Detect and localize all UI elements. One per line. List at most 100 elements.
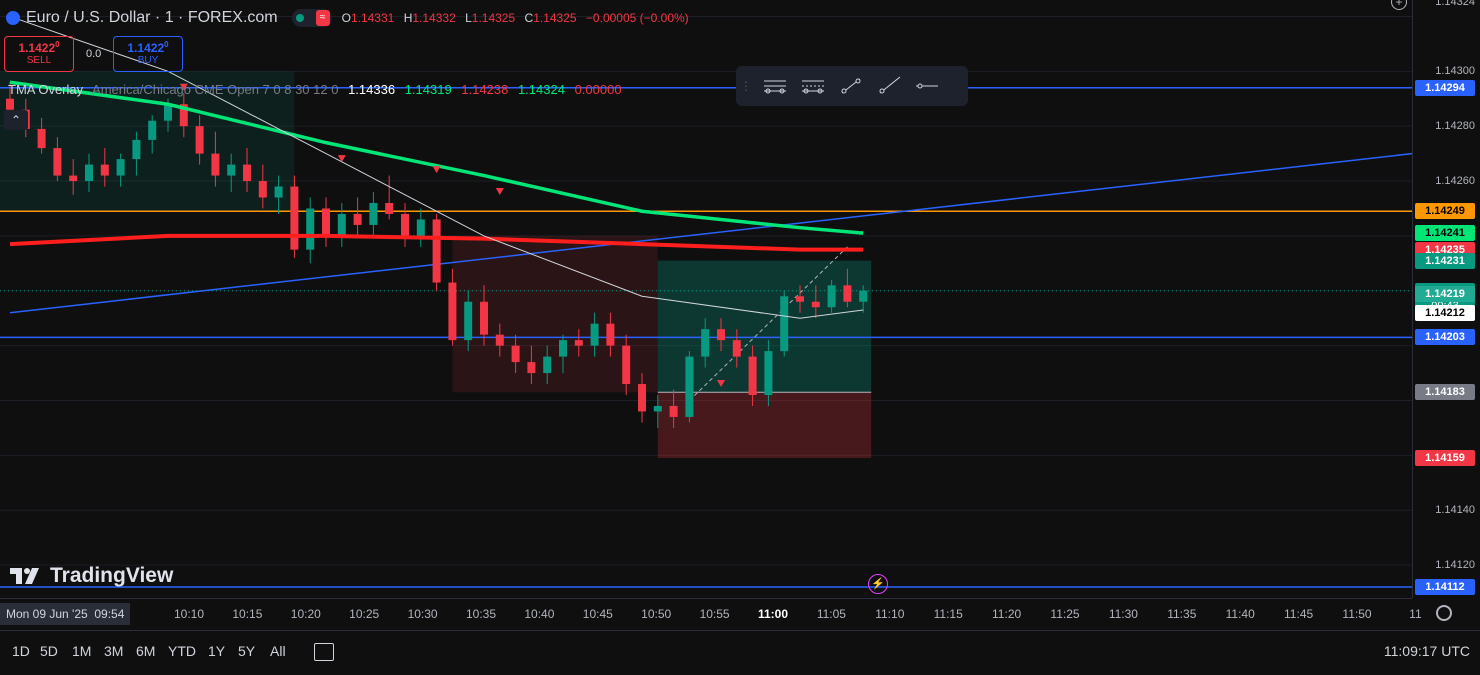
price-tag: 1.14159: [1415, 450, 1475, 467]
time-axis-label: 10:45: [582, 607, 613, 621]
candle-body: [85, 164, 93, 182]
market-status-icon[interactable]: ≈: [291, 9, 332, 27]
sell-signal-marker: [495, 188, 504, 196]
time-axis-label: 10:50: [641, 607, 672, 621]
candle-body: [385, 202, 394, 214]
candle-body: [653, 405, 662, 412]
symbol-title[interactable]: Euro / U.S. Dollar · 1 · FOREX.com: [26, 9, 278, 26]
candle-body: [416, 219, 425, 236]
candle-body: [116, 159, 125, 176]
sell-signal-marker: [432, 166, 441, 174]
candle-body: [732, 340, 741, 357]
candle-body: [369, 202, 378, 225]
candle-body: [685, 356, 694, 417]
ema-green-line: [9, 80, 864, 235]
candle-body: [274, 186, 283, 198]
candle-body: [100, 164, 109, 176]
candle-body: [590, 323, 599, 346]
candle-body: [669, 405, 678, 417]
candle-body: [480, 301, 488, 335]
sell-signal-marker: [717, 380, 725, 388]
drawing-toolbar: ⋮: [736, 66, 968, 106]
trend-line-tool-icon[interactable]: [832, 68, 870, 104]
candle-body: [748, 356, 757, 396]
horizontal-ray-tool-icon[interactable]: [756, 68, 794, 104]
tradingview-logo-icon: [10, 568, 39, 584]
ray-tool-icon[interactable]: [870, 68, 908, 104]
utc-clock[interactable]: 11:09:17 UTC: [1383, 643, 1470, 659]
candle-body: [53, 148, 62, 176]
indicator-name: TMA Overlay: [8, 82, 84, 97]
candle-body: [179, 104, 188, 127]
range-button-5y[interactable]: 5Y: [238, 643, 256, 659]
date-range-icon[interactable]: [314, 643, 334, 661]
range-button-1m[interactable]: 1M: [72, 643, 92, 659]
price-axis-tick: 1.14120: [1435, 559, 1475, 572]
candle-body: [243, 164, 251, 182]
candle-body: [69, 175, 78, 182]
collapse-legend-button[interactable]: ⌃: [4, 110, 28, 130]
time-axis-label: 10:30: [407, 607, 438, 621]
price-tag: 1.14112: [1415, 579, 1475, 596]
candle-body: [511, 345, 520, 363]
range-button-6m[interactable]: 6M: [136, 643, 156, 659]
chart-header: Euro / U.S. Dollar · 1 · FOREX.com ≈ O1.…: [0, 0, 695, 36]
price-tag: 1.14241: [1415, 225, 1475, 242]
indicator-legend[interactable]: TMA Overlay America/Chicago CME Open 7 0…: [8, 82, 622, 97]
candle-body: [211, 153, 220, 176]
time-axis-label: 10:15: [232, 607, 263, 621]
drag-handle-icon[interactable]: ⋮: [740, 79, 752, 93]
time-axis[interactable]: Mon 09 Jun '25 09:54 10:10 10:15 10:20 10:2…: [0, 598, 1452, 631]
candle-body: [717, 329, 725, 341]
candle-body: [527, 362, 536, 374]
range-button-1d[interactable]: 1D: [12, 643, 30, 659]
time-axis-label: 11:25: [1050, 607, 1080, 621]
candle-body: [780, 296, 789, 352]
price-tag: 1.14183: [1415, 384, 1475, 401]
chart-settings-icon[interactable]: [1436, 605, 1452, 621]
time-axis-label: 10:25: [349, 607, 380, 621]
time-axis-label: 11:30: [1108, 607, 1138, 621]
candle-body: [6, 98, 14, 110]
lightning-icon[interactable]: ⚡: [868, 574, 888, 594]
horizontal-line-tool-icon[interactable]: [908, 68, 946, 104]
candle-body: [811, 301, 820, 308]
candle-body: [796, 296, 804, 302]
tradingview-logo[interactable]: TradingView: [10, 564, 173, 588]
range-button-3m[interactable]: 3M: [104, 643, 124, 659]
time-axis-label: 11:20: [992, 607, 1022, 621]
candle-body: [337, 213, 346, 236]
candle-body: [306, 208, 315, 250]
price-axis-tick: 1.14260: [1435, 175, 1475, 188]
price-tag: 1.14219: [1415, 285, 1475, 302]
price-axis[interactable]: + 1.14324 1.14300 1.14280 1.14260 1.14140 1.…: [1391, 0, 1480, 598]
candle-body: [164, 104, 172, 121]
range-button-5d[interactable]: 5D: [40, 643, 58, 659]
candle-body: [764, 351, 773, 396]
candle-body: [132, 139, 141, 160]
parallel-channel-tool-icon[interactable]: [794, 68, 832, 104]
range-button-all[interactable]: All: [270, 643, 286, 659]
candle-body: [227, 164, 236, 176]
candle-body: [148, 120, 157, 140]
candle-body: [622, 345, 631, 385]
price-tag: 1.14212: [1415, 304, 1475, 321]
time-axis-label: 11:45: [1284, 607, 1314, 621]
symbol-icon[interactable]: [6, 11, 20, 25]
candle-body: [464, 301, 473, 341]
sell-button[interactable]: 1.14220 SELL: [4, 36, 74, 72]
spread-value: 0.0: [86, 48, 102, 60]
time-axis-label: 11:40: [1225, 607, 1255, 621]
range-button-ytd[interactable]: YTD: [168, 643, 196, 659]
buy-button[interactable]: 1.14220 BUY: [113, 36, 183, 72]
crosshair-date-label: Mon 09 Jun '25 09:54: [0, 603, 131, 625]
range-button-1y[interactable]: 1Y: [208, 643, 226, 659]
time-axis-label: 11: [1409, 607, 1422, 621]
time-axis-label: 10:20: [290, 607, 321, 621]
sell-signal-marker: [179, 83, 188, 91]
price-chart[interactable]: [0, 0, 1412, 598]
sell-signal-marker: [337, 155, 346, 163]
candle-body: [559, 340, 567, 357]
price-tag: 1.14231: [1415, 252, 1475, 269]
time-axis-label: 10:55: [699, 607, 730, 621]
